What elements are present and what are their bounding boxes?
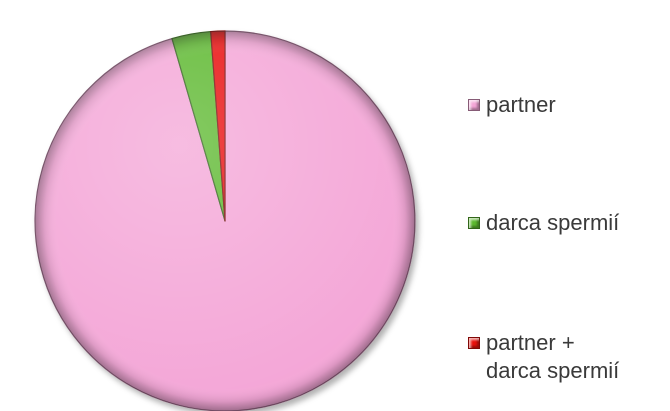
legend-label-partner-plus-darca: partner + darca spermií (486, 329, 619, 385)
legend-label-line: partner (486, 92, 556, 117)
legend-item-partner: partner (468, 91, 556, 119)
legend-label-line-1: partner + (486, 330, 575, 355)
legend-label-darca-spermii: darca spermií (486, 209, 619, 237)
legend-swatch-darca-spermii (468, 217, 480, 229)
legend-label-line-2: darca spermií (486, 358, 620, 383)
chart-legend: partner darca spermií partner + darca sp… (468, 0, 670, 411)
legend-label-partner: partner (486, 91, 556, 119)
legend-swatch-partner (468, 99, 480, 111)
legend-item-darca-spermii: darca spermií (468, 209, 619, 237)
legend-label-line: darca spermií (486, 210, 620, 235)
legend-item-partner-plus-darca: partner + darca spermií (468, 329, 619, 385)
pie-chart (34, 30, 416, 411)
legend-swatch-partner-plus-darca (468, 337, 480, 349)
pie-slices (34, 30, 416, 411)
